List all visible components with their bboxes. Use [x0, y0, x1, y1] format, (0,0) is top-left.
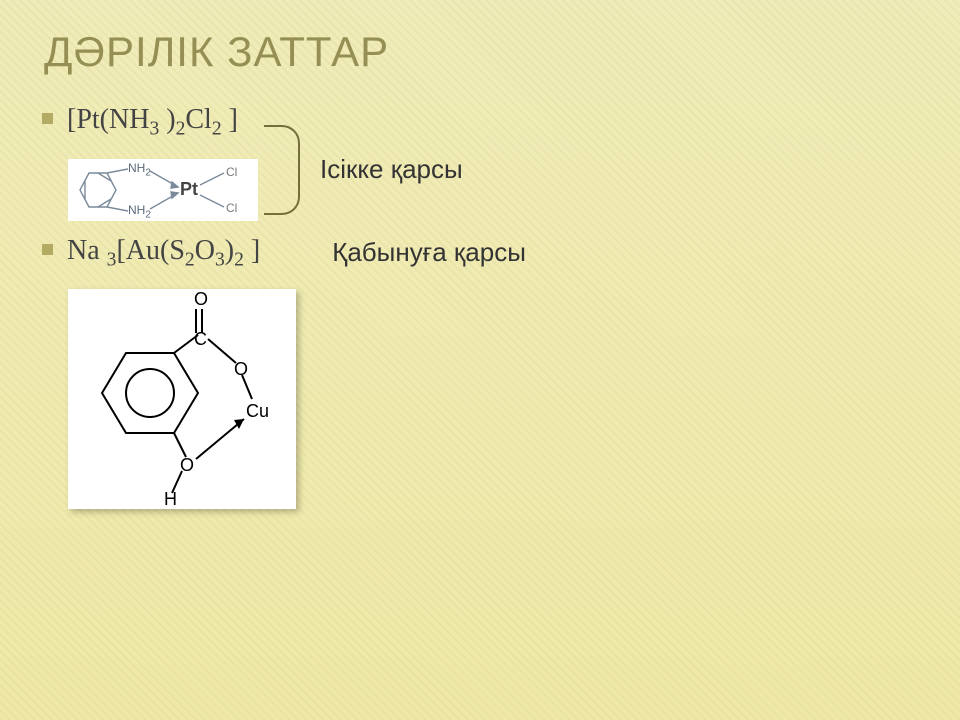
- formula-1: [Рt(NH3 )2Cl2 ]: [67, 104, 238, 141]
- atom-O-top: O: [194, 289, 208, 309]
- label-2: Қабынуға қарсы: [332, 235, 526, 268]
- pt-label: Pt: [180, 179, 198, 200]
- formula-2: Na 3[Au(S2O3)2 ]: [67, 235, 260, 272]
- bullet-row-2: Na 3[Au(S2O3)2 ] Қабынуға қарсы: [42, 235, 918, 272]
- atom-O-right: O: [234, 359, 248, 379]
- bullet-icon: [42, 113, 53, 124]
- atom-Cu: Cu: [246, 401, 269, 421]
- slide: ДӘРІЛІК ЗАТТАР [Рt(NH3 )2Cl2 ]: [0, 0, 960, 720]
- atom-H: H: [164, 489, 177, 509]
- label-1: Ісікке қарсы: [320, 154, 463, 185]
- nh2-bot-label: NH2: [128, 203, 151, 220]
- brace-icon: [264, 125, 300, 215]
- nh2-top-label: NH2: [128, 161, 151, 178]
- atom-C: C: [194, 329, 207, 349]
- bullet-row-1: [Рt(NH3 )2Cl2 ]: [42, 104, 918, 141]
- page-title: ДӘРІЛІК ЗАТТАР: [44, 28, 918, 76]
- cu-structure-diagram: O C O Cu O H: [68, 289, 296, 509]
- atom-O-bot: O: [180, 455, 194, 475]
- bullet-icon: [42, 244, 53, 255]
- pt-structure-row: NH2 NH2 Pt Cl Cl Ісікке қарсы: [68, 159, 918, 221]
- cl-top-label: Cl: [226, 165, 237, 179]
- pt-structure-diagram: NH2 NH2 Pt Cl Cl: [68, 159, 258, 221]
- cl-bot-label: Cl: [226, 201, 237, 215]
